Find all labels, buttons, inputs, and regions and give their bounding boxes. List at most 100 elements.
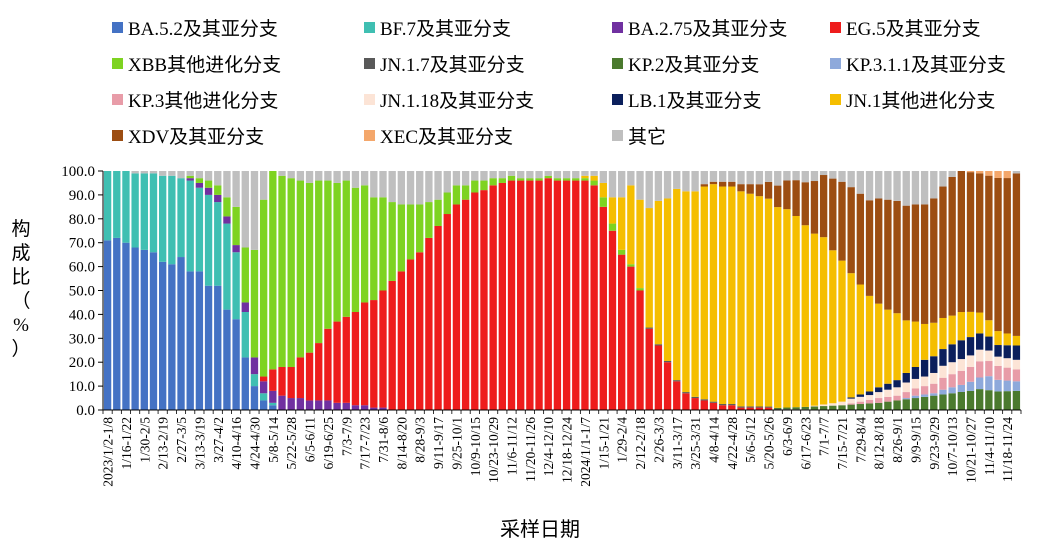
bar-segment — [636, 288, 644, 291]
bar-segment — [948, 344, 956, 363]
bar-segment — [957, 384, 965, 392]
bar-segment — [884, 389, 892, 397]
x-tick-label: 7/17-7/23 — [358, 417, 373, 470]
bar-segment — [865, 200, 874, 296]
bar-segment — [608, 230, 617, 410]
bar-segment — [599, 182, 607, 198]
bar-segment — [976, 361, 984, 378]
bar-segment — [636, 171, 644, 200]
x-tick-label: 3/13-3/19 — [192, 417, 207, 470]
bar-segment — [865, 395, 874, 400]
bar-segment — [939, 389, 947, 395]
bar-segment — [966, 355, 975, 367]
bar-segment — [608, 223, 617, 231]
bar-segment — [388, 280, 396, 410]
bar-segment — [186, 171, 194, 176]
bar-segment — [204, 194, 213, 286]
bar-segment — [792, 216, 800, 408]
bar-segment — [1012, 171, 1021, 174]
bar-segment — [278, 366, 286, 396]
bar-segment — [296, 171, 305, 181]
x-tick-label: 7/1-7/7 — [817, 417, 832, 456]
bar-segment — [737, 171, 745, 185]
bar-segment — [232, 206, 240, 246]
bar-segment — [507, 180, 516, 410]
bar-segment — [434, 171, 442, 200]
bar-segment — [581, 175, 589, 179]
bar-segment — [195, 182, 204, 188]
legend-item: EG.5及其亚分支 — [830, 16, 981, 40]
bar-segment — [893, 171, 901, 201]
bar-segment — [526, 180, 534, 410]
bar-segment — [278, 175, 286, 367]
bar-segment — [663, 198, 672, 361]
bar-segment — [397, 171, 406, 205]
bar-segment — [930, 198, 938, 323]
bar-segment — [507, 175, 516, 181]
y-tick-label: 80.0 — [69, 212, 95, 228]
bar-segment — [553, 171, 562, 179]
x-tick-label: 10/23-10/29 — [486, 417, 501, 483]
bar-segment — [159, 171, 167, 176]
bar-segment — [572, 171, 580, 179]
bar-segment — [223, 171, 231, 198]
legend-swatch — [112, 93, 123, 105]
y-axis-title-char: ） — [11, 339, 31, 360]
bar-segment — [819, 406, 828, 410]
bar-segment — [204, 187, 213, 195]
bar-segment — [920, 386, 929, 395]
bar-segment — [452, 171, 461, 186]
bar-segment — [957, 340, 965, 360]
bar-segment — [370, 300, 378, 408]
bar-segment — [360, 302, 369, 406]
bar-segment — [471, 192, 479, 410]
bar-segment — [342, 180, 350, 317]
legend-swatch — [112, 21, 123, 33]
bar-segment — [535, 178, 543, 181]
bar-segment — [250, 374, 259, 387]
bar-segment — [122, 171, 130, 243]
bar-segment — [673, 380, 681, 382]
bar-segment — [214, 194, 222, 203]
bar-segment — [232, 319, 240, 410]
bar-segment — [976, 377, 984, 390]
bar-segment — [920, 359, 929, 377]
bar-segment — [140, 249, 148, 410]
bar-segment — [489, 178, 497, 186]
bar-segment — [627, 185, 635, 265]
bar-segment — [810, 233, 819, 406]
bar-segment — [1003, 333, 1011, 346]
bar-segment — [764, 406, 773, 408]
bar-segment — [241, 312, 249, 358]
x-tick-label: 2024/1/1-1/7 — [578, 417, 593, 487]
bar-segment — [471, 171, 479, 181]
bar-segment — [838, 405, 846, 410]
x-axis-title: 采样日期 — [500, 519, 580, 541]
legend-label: BA.2.75及其亚分支 — [628, 18, 788, 40]
bar-segment — [700, 186, 708, 400]
bar-segment — [902, 320, 910, 373]
x-tick-label: 6/3-6/9 — [780, 417, 795, 456]
bar-segment — [746, 184, 754, 194]
bar-segment — [902, 205, 910, 321]
bar-segment — [223, 309, 231, 410]
legend-label: BF.7及其亚分支 — [380, 18, 511, 40]
bar-segment — [250, 171, 259, 250]
bar-segment — [1003, 358, 1011, 368]
bar-segment — [920, 323, 929, 360]
bar-segment — [351, 187, 360, 313]
y-axis-title-char: 比 — [11, 267, 31, 288]
bar-segment — [957, 171, 965, 313]
bar-segment — [204, 180, 213, 188]
bar-segment — [884, 396, 892, 402]
x-tick-label: 9/11-9/17 — [431, 417, 446, 469]
bar-segment — [920, 394, 929, 397]
bar-segment — [370, 197, 378, 301]
bar-segment — [562, 171, 571, 179]
bar-segment — [718, 404, 727, 406]
legend-item: XBB其他进化分支 — [112, 52, 281, 76]
bar-segment — [746, 171, 754, 185]
x-axis: 2023/1/2-1/8 1/16-1/22 1/30-2/5 2/13-2/19 2/… — [101, 409, 1022, 487]
bar-segment — [819, 404, 828, 407]
legend-item: LB.1及其亚分支 — [612, 88, 762, 112]
